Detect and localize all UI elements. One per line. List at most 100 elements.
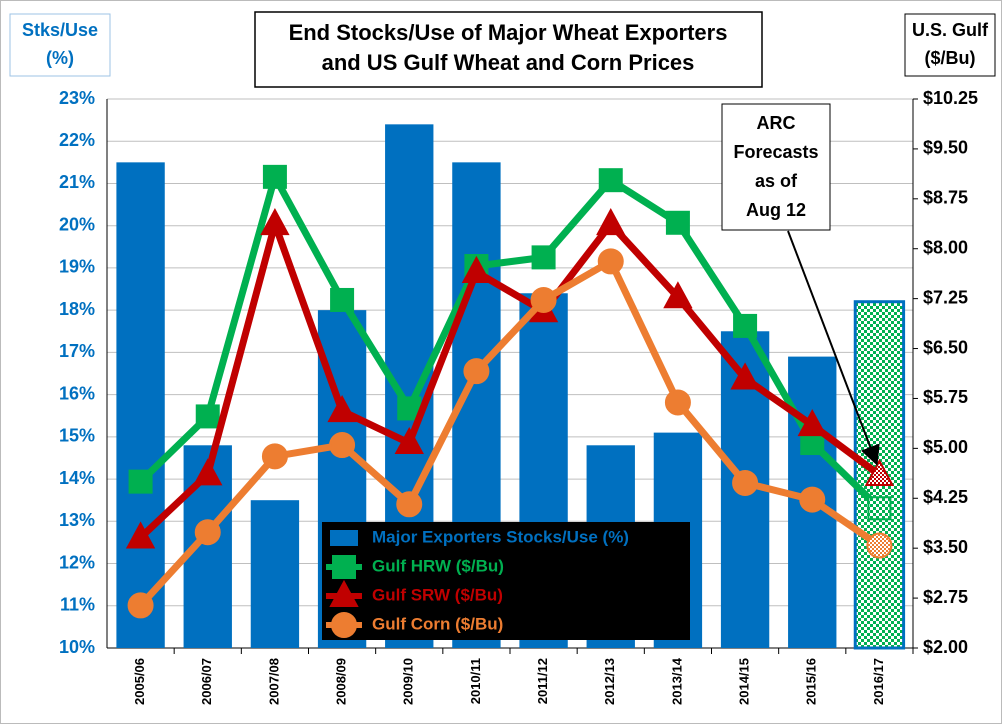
chart-title: End Stocks/Use of Major Wheat Exporters [289, 20, 728, 45]
y-tick-label: 16% [59, 383, 95, 403]
marker [394, 426, 424, 455]
marker [598, 168, 623, 193]
x-tick-label: 2009/10 [401, 658, 416, 705]
line [138, 173, 882, 511]
y-tick-label: 23% [59, 88, 95, 108]
x-tick-label: 2013/14 [669, 657, 684, 705]
y-tick-label: 12% [59, 552, 95, 572]
marker [125, 521, 156, 549]
marker [128, 469, 153, 494]
marker [864, 458, 895, 486]
y-tick-label: 21% [59, 172, 95, 192]
y2-tick-label: $7.25 [923, 287, 968, 307]
x-tick-label: 2014/15 [737, 658, 752, 705]
marker [260, 208, 290, 236]
y2-tick-label: $6.50 [923, 337, 968, 357]
marker [866, 532, 893, 559]
annotation: ARC [757, 113, 796, 133]
bar [116, 162, 165, 648]
y2-tick-label: $9.50 [923, 138, 968, 158]
marker [262, 164, 287, 189]
marker [329, 432, 356, 459]
marker [664, 389, 691, 416]
y2-label-box [904, 13, 996, 77]
legend-label: Gulf Corn ($/Bu) [372, 614, 503, 633]
annotation-arrow [787, 230, 880, 466]
y2-tick-label: $8.75 [923, 188, 968, 208]
bar [250, 500, 300, 648]
legend-label: Gulf HRW ($/Bu) [372, 556, 504, 575]
marker [797, 408, 827, 437]
marker [799, 486, 826, 513]
y2-axis-label: ($/Bu) [925, 48, 976, 68]
marker [867, 496, 892, 521]
marker [730, 362, 760, 390]
legend-label: Gulf SRW ($/Bu) [372, 585, 503, 604]
legend-label: Major Exporters Stocks/Use (%) [372, 527, 629, 546]
y-tick-label: 17% [59, 341, 95, 361]
marker [665, 210, 690, 235]
y-axis-label: (%) [46, 48, 74, 68]
marker [261, 443, 288, 470]
annotation-box [721, 103, 831, 231]
legend-swatch [330, 530, 358, 546]
x-tick-label: 2010/11 [468, 658, 483, 704]
y2-tick-label: $2.75 [923, 587, 968, 607]
y-tick-label: 11% [60, 595, 95, 615]
marker [663, 281, 693, 309]
marker [195, 404, 220, 429]
y-tick-label: 13% [59, 510, 95, 530]
y2-axis-label: U.S. Gulf [912, 20, 989, 40]
marker [530, 286, 557, 313]
y-tick-label: 22% [59, 130, 95, 150]
y2-tick-label: $4.25 [923, 487, 968, 507]
x-tick-label: 2011/12 [535, 658, 550, 704]
y2-tick-label: $5.00 [923, 437, 968, 457]
marker [531, 245, 556, 270]
x-tick-label: 2006/07 [199, 658, 214, 705]
y-axis-label: Stks/Use [22, 20, 98, 40]
x-tick-label: 2015/16 [804, 658, 819, 705]
marker [732, 469, 759, 496]
y2-tick-label: $3.50 [923, 537, 968, 557]
x-tick-label: 2008/09 [334, 658, 349, 705]
y2-tick-label: $5.75 [923, 387, 968, 407]
legend-box [322, 522, 690, 640]
x-tick-label: 2016/17 [871, 658, 886, 705]
legend: Major Exporters Stocks/Use (%) Gulf HRW (… [322, 522, 690, 640]
marker [461, 255, 492, 284]
marker [733, 313, 758, 338]
y-tick-label: 19% [59, 257, 95, 277]
y-tick-label: 14% [59, 468, 95, 488]
marker [193, 458, 223, 486]
marker [331, 612, 357, 638]
x-tick-label: 2012/13 [602, 658, 617, 705]
marker [330, 287, 355, 312]
marker [597, 248, 624, 275]
annotation: as of [755, 171, 798, 191]
y2-tick-label: $8.00 [923, 237, 968, 257]
y-tick-label: 20% [59, 214, 95, 234]
y2-tick-label: $10.25 [923, 88, 978, 108]
x-tick-label: 2005/06 [132, 658, 147, 705]
marker [332, 555, 356, 579]
marker [127, 592, 154, 619]
y-label-box [9, 13, 111, 77]
x-tick-label: 2007/08 [266, 658, 281, 705]
marker [396, 491, 423, 518]
y2-tick-label: $2.00 [923, 637, 968, 657]
title-box [254, 11, 763, 88]
y-tick-label: 10% [59, 637, 95, 657]
chart-title: and US Gulf Wheat and Corn Prices [322, 50, 695, 75]
marker [329, 579, 359, 607]
marker [327, 394, 357, 423]
y-tick-label: 15% [59, 426, 95, 446]
y-tick-label: 18% [59, 299, 95, 319]
marker [194, 519, 221, 546]
marker [596, 208, 626, 236]
annotation: Forecasts [733, 142, 818, 162]
marker [463, 358, 490, 385]
annotation: Aug 12 [746, 200, 806, 220]
